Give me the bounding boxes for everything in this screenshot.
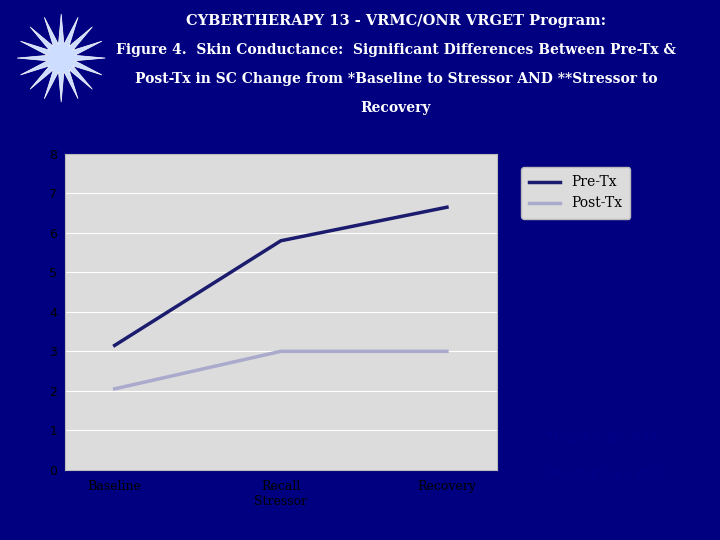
Legend: Pre-Tx, Post-Tx: Pre-Tx, Post-Tx [521, 167, 631, 219]
Text: *t=2.63, p=.039: *t=2.63, p=.039 [547, 431, 657, 444]
Text: Post-Tx in SC Change from *Baseline to Stressor AND **Stressor to: Post-Tx in SC Change from *Baseline to S… [135, 72, 657, 86]
Text: CYBERTHERAPY 13 - VRMC/ONR VRGET Program:: CYBERTHERAPY 13 - VRMC/ONR VRGET Program… [186, 14, 606, 28]
Text: **t=2.42, p=.052: **t=2.42, p=.052 [547, 469, 663, 482]
Text: Figure 4.  Skin Conductance:  Significant Differences Between Pre-Tx &: Figure 4. Skin Conductance: Significant … [116, 43, 676, 57]
Text: Recovery: Recovery [361, 101, 431, 115]
Polygon shape [17, 14, 105, 102]
